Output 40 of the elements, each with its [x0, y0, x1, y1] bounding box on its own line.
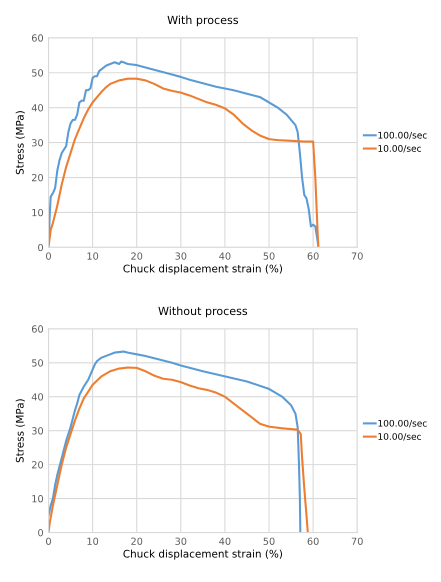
x-tick-label: 50 [264, 252, 275, 260]
y-tick-label: 0 [38, 244, 44, 252]
y-tick-label: 30 [32, 139, 44, 146]
y-tick-label: 40 [32, 104, 44, 112]
x-tick-label: 10 [87, 252, 98, 260]
legend-label: 10.00/sec [378, 433, 421, 441]
y-tick-label: 50 [32, 69, 44, 77]
y-tick-label: 20 [32, 461, 44, 468]
x-tick-label: 0 [46, 252, 51, 260]
legend-label: 100.00/sec [378, 420, 427, 428]
chart-title: With process [168, 16, 238, 26]
y-tick-label: 30 [32, 427, 44, 435]
chart-title: Without process [158, 306, 248, 318]
x-tick-label: 60 [308, 252, 319, 260]
legend-label: 10.00/sec [378, 145, 421, 153]
x-tick-label: 40 [219, 252, 230, 260]
y-tick-label: 0 [38, 529, 44, 536]
y-tick-label: 10 [32, 208, 44, 216]
x-tick-label: 40 [219, 538, 230, 545]
y-tick-label: 60 [32, 325, 44, 333]
x-tick-label: 50 [264, 538, 275, 545]
y-tick-label: 60 [32, 34, 44, 42]
y-tick-label: 10 [32, 495, 44, 502]
x-tick-label: 10 [87, 538, 98, 545]
x-tick-label: 60 [308, 538, 319, 545]
x-tick-label: 70 [352, 538, 363, 545]
legend-label: 100.00/sec [378, 132, 427, 140]
x-tick-label: 20 [131, 538, 142, 545]
x-axis-title: Chuck displacement strain (%) [123, 550, 282, 560]
x-axis-title: Chuck displacement strain (%) [123, 264, 282, 274]
x-tick-label: 0 [46, 538, 51, 545]
y-tick-label: 40 [32, 393, 44, 401]
y-tick-label: 20 [32, 174, 44, 182]
x-tick-label: 30 [175, 538, 186, 545]
x-tick-label: 30 [175, 252, 186, 260]
x-tick-label: 70 [352, 252, 363, 260]
x-tick-label: 20 [131, 252, 142, 260]
y-axis-title: Stress (MPa) [16, 111, 25, 174]
y-axis-title: Stress (MPa) [16, 399, 25, 462]
y-tick-label: 50 [32, 359, 44, 367]
